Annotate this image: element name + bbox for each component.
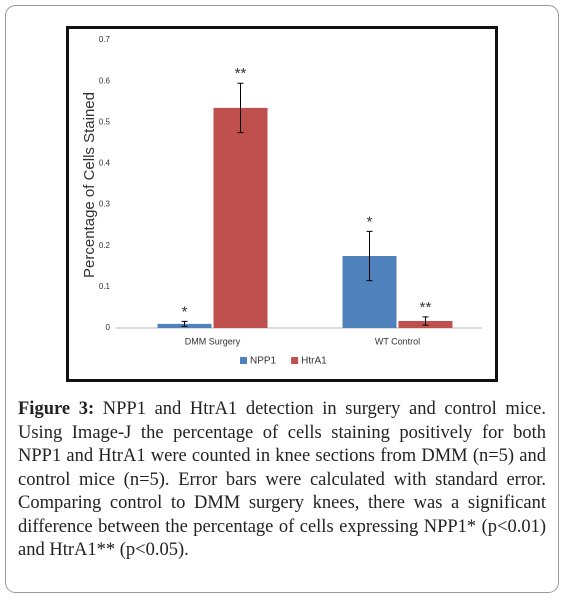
y-tick-label: 0.7	[99, 35, 111, 44]
legend-label: HtrA1	[301, 356, 327, 367]
error-bar	[237, 82, 244, 134]
y-tick-label: 0.1	[99, 282, 111, 291]
x-tick-label: DMM Surgery	[185, 336, 241, 346]
error-bar	[366, 230, 373, 282]
bar	[213, 107, 268, 328]
significance-label: **	[235, 65, 247, 82]
y-tick-label: 0.2	[99, 241, 111, 250]
y-tick-label: 0.5	[99, 117, 111, 126]
legend-swatch	[291, 357, 299, 364]
caption: Figure 3: NPP1 and HtrA1 detection in su…	[18, 398, 546, 563]
caption-label: Figure 3:	[18, 399, 95, 419]
significance-label: *	[367, 213, 373, 230]
caption-text: NPP1 and HtrA1 detection in surgery and …	[18, 399, 547, 560]
significance-label: *	[182, 303, 188, 320]
figure-border	[5, 5, 559, 593]
y-tick-label: 0	[106, 323, 111, 332]
legend-swatch	[240, 357, 247, 364]
y-axis-title: Percentage of Cells Stained	[81, 92, 98, 278]
x-tick-label: WT Control	[375, 336, 420, 346]
legend-label: NPP1	[250, 356, 277, 367]
y-tick-label: 0.6	[99, 76, 111, 85]
error-bar	[181, 320, 188, 327]
y-tick-label: 0.4	[99, 159, 111, 168]
y-tick-label: 0.3	[99, 200, 111, 209]
error-bar	[422, 316, 429, 326]
significance-label: **	[420, 299, 432, 316]
